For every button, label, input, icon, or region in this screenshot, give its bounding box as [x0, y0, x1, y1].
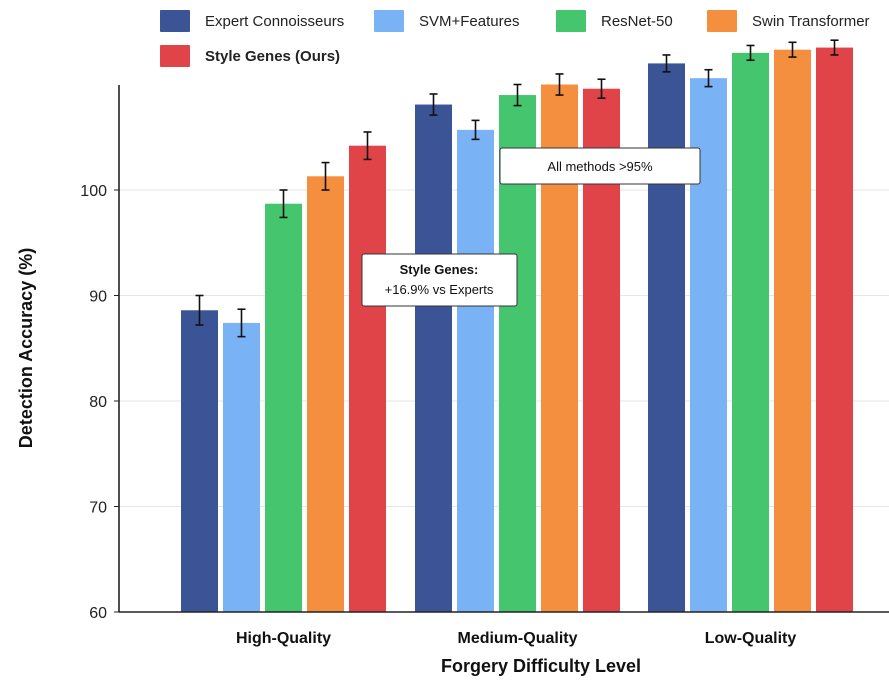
legend-swatch: [707, 10, 737, 32]
error-bar: [746, 44, 755, 62]
bar: [181, 310, 218, 612]
legend-item: ResNet-50: [556, 10, 673, 32]
x-tick-label: Medium-Quality: [457, 630, 577, 647]
error-bar: [513, 83, 522, 107]
annotation-all-methods: All methods >95%: [499, 147, 701, 185]
legend-label: ResNet-50: [601, 13, 673, 30]
legend: Expert Connoisseurs SVM+Features ResNet-50…: [160, 10, 870, 67]
error-bar: [321, 161, 330, 191]
error-bar: [429, 93, 438, 116]
legend-swatch: [160, 10, 190, 32]
bar: [457, 129, 494, 613]
error-bar: [363, 131, 372, 161]
annotation-style-genes: Style Genes: +16.9% vs Experts: [361, 253, 518, 307]
legend-swatch: [374, 10, 404, 32]
annotation-box: [499, 147, 701, 185]
legend-swatch: [160, 45, 190, 67]
x-tick-label: High-Quality: [236, 630, 331, 647]
annotation-text: All methods >95%: [547, 159, 653, 174]
error-bars: [195, 39, 839, 338]
error-bar: [788, 41, 797, 58]
bars: [181, 47, 853, 613]
annotation-box: [361, 253, 518, 307]
error-bar: [195, 294, 204, 326]
error-bar: [237, 308, 246, 338]
x-tick-labels: High-Quality Medium-Quality Low-Quality: [236, 630, 796, 647]
bar: [648, 63, 685, 612]
bar: [307, 176, 344, 612]
legend-item: Style Genes (Ours): [160, 45, 340, 67]
x-axis-label: Forgery Difficulty Level: [441, 656, 641, 676]
y-tick-label: 70: [89, 500, 107, 517]
annotation-title: Style Genes:: [400, 262, 479, 277]
y-tick-labels: 60 70 80 90 100: [80, 183, 119, 622]
error-bar: [662, 54, 671, 73]
y-tick-label: 80: [89, 394, 107, 411]
annotation-text: +16.9% vs Experts: [385, 282, 494, 297]
x-tick-label: Low-Quality: [705, 630, 797, 647]
legend-item: Swin Transformer: [707, 10, 870, 32]
legend-item: Expert Connoisseurs: [160, 10, 344, 32]
error-bar: [830, 39, 839, 56]
error-bar: [704, 68, 713, 88]
bar: [816, 47, 853, 612]
legend-label: Swin Transformer: [752, 13, 870, 30]
error-bar: [597, 78, 606, 100]
error-bar: [555, 73, 564, 96]
bar: [223, 322, 260, 612]
bar: [349, 145, 386, 612]
y-tick-label: 90: [89, 289, 107, 306]
legend-swatch: [556, 10, 586, 32]
axes: [118, 85, 889, 613]
legend-label: Style Genes (Ours): [205, 48, 340, 65]
y-axis-label: Detection Accuracy (%): [16, 248, 36, 448]
error-bar: [471, 119, 480, 141]
legend-label: SVM+Features: [419, 13, 519, 30]
error-bar: [279, 189, 288, 219]
bar: [732, 52, 769, 613]
bar: [415, 104, 452, 613]
legend-item: SVM+Features: [374, 10, 519, 32]
y-tick-label: 60: [89, 605, 107, 622]
y-tick-label: 100: [80, 183, 107, 200]
bar: [265, 203, 302, 612]
legend-label: Expert Connoisseurs: [205, 13, 344, 30]
bar: [774, 49, 811, 613]
